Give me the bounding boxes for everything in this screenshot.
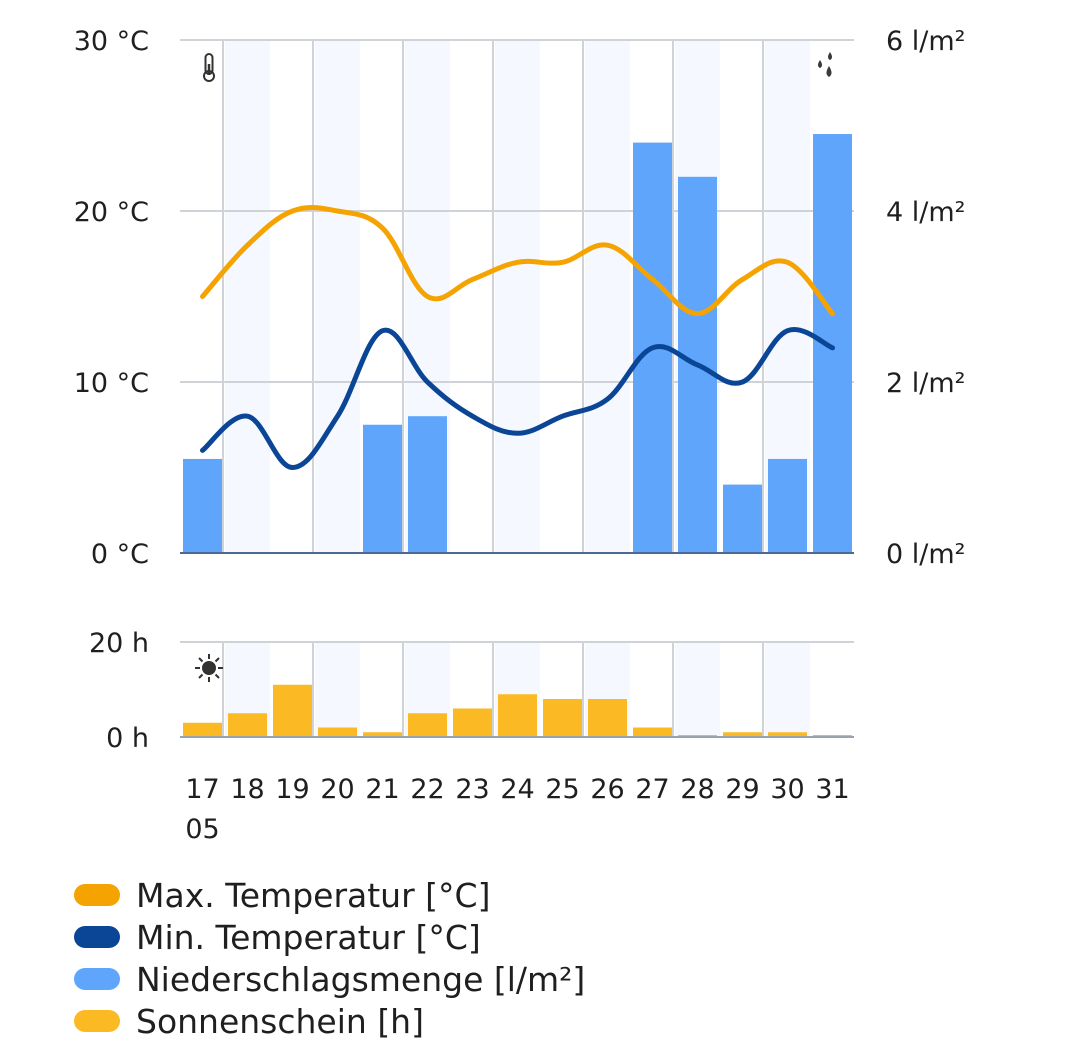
- sun-bar-22: [408, 713, 447, 737]
- precip-bar-22: [408, 416, 447, 553]
- precipitation-bars: [183, 134, 852, 554]
- legend-label-sunshine: Sonnenschein [h]: [136, 1001, 424, 1041]
- legend-swatch-max-temp: [74, 884, 120, 906]
- y-left-tick-label: 10 °C: [74, 368, 149, 399]
- column-stripe-18: [225, 40, 270, 553]
- sun-bar-18: [228, 713, 267, 737]
- x-tick-label-19: 19: [275, 774, 309, 805]
- x-tick-label-28: 28: [680, 774, 714, 805]
- x-tick-label-21: 21: [365, 774, 399, 805]
- sun-icon: [195, 654, 223, 682]
- precip-bar-30: [768, 458, 807, 553]
- legend-item-sunshine: Sonnenschein [h]: [74, 1000, 585, 1042]
- x-tick-label-24: 24: [500, 774, 534, 805]
- sun-column-stripe-30: [765, 642, 810, 737]
- y-right-tick-label: 2 l/m²: [886, 368, 965, 399]
- sun-column-stripe-20: [315, 642, 360, 737]
- x-tick-label-23: 23: [455, 774, 489, 805]
- legend-swatch-precipitation: [74, 968, 120, 990]
- x-tick-label-18: 18: [230, 774, 264, 805]
- x-tick-label-22: 22: [410, 774, 444, 805]
- sun-bar-20: [318, 727, 357, 737]
- y-right-tick-label: 6 l/m²: [886, 26, 965, 57]
- sun-bar-29: [723, 732, 762, 737]
- sun-y-tick-label: 0 h: [106, 723, 149, 754]
- sun-bar-30: [768, 732, 807, 737]
- thermometer-icon: [203, 53, 215, 82]
- y-right-tick-label: 4 l/m²: [886, 197, 965, 228]
- precip-bar-29: [723, 484, 762, 553]
- sun-bar-17: [183, 722, 222, 737]
- x-tick-label-30: 30: [770, 774, 804, 805]
- legend-item-min-temp: Min. Temperatur [°C]: [74, 916, 585, 958]
- legend-label-precipitation: Niederschlagsmenge [l/m²]: [136, 959, 586, 999]
- legend-label-max-temp: Max. Temperatur [°C]: [136, 875, 491, 915]
- x-tick-label-26: 26: [590, 774, 624, 805]
- precip-bar-31: [813, 134, 852, 554]
- sun-column-stripe-28: [675, 642, 720, 737]
- precip-bar-21: [363, 424, 402, 553]
- max-temperature-line: [200, 204, 835, 317]
- sun-bar-21: [363, 732, 402, 737]
- sun-bar-27: [633, 727, 672, 737]
- sun-bar-25: [543, 699, 582, 737]
- min-temperature-line: [200, 327, 835, 470]
- column-stripe-24: [495, 40, 540, 553]
- x-tick-label-29: 29: [725, 774, 759, 805]
- column-stripe-20: [315, 40, 360, 553]
- sun-bar-23: [453, 708, 492, 737]
- legend-item-max-temp: Max. Temperatur [°C]: [74, 874, 585, 916]
- legend-item-precipitation: Niederschlagsmenge [l/m²]: [74, 958, 585, 1000]
- chart-grid: [180, 39, 854, 737]
- x-tick-label-27: 27: [635, 774, 669, 805]
- y-left-tick-label: 20 °C: [74, 197, 149, 228]
- legend: Max. Temperatur [°C] Min. Temperatur [°C…: [74, 874, 585, 1042]
- precip-bar-17: [183, 458, 222, 553]
- sun-bar-26: [588, 699, 627, 737]
- x-tick-label-31: 31: [815, 774, 849, 805]
- x-tick-label-25: 25: [545, 774, 579, 805]
- column-stripe-26: [585, 40, 630, 553]
- y-left-tick-label: 0 °C: [91, 539, 149, 570]
- raindrops-icon: [818, 52, 832, 77]
- sunshine-bars: [183, 684, 852, 737]
- temperature-lines: [200, 204, 835, 470]
- x-tick-label-20: 20: [320, 774, 354, 805]
- legend-label-min-temp: Min. Temperatur [°C]: [136, 917, 481, 957]
- legend-swatch-min-temp: [74, 926, 120, 948]
- sun-bar-19: [273, 684, 312, 737]
- chart-axes: 0 °C 0 l/m² 10 °C 2 l/m² 20 °C 4 l/m² 30 °C 6 l…: [74, 26, 966, 845]
- legend-swatch-sunshine: [74, 1010, 120, 1032]
- y-left-tick-label: 30 °C: [74, 26, 149, 57]
- sun-y-tick-label: 20 h: [89, 628, 149, 659]
- x-tick-sublabel-month: 05: [185, 814, 219, 845]
- y-right-tick-label: 0 l/m²: [886, 539, 965, 570]
- sun-bar-24: [498, 694, 537, 737]
- x-tick-label-17: 17: [185, 774, 219, 805]
